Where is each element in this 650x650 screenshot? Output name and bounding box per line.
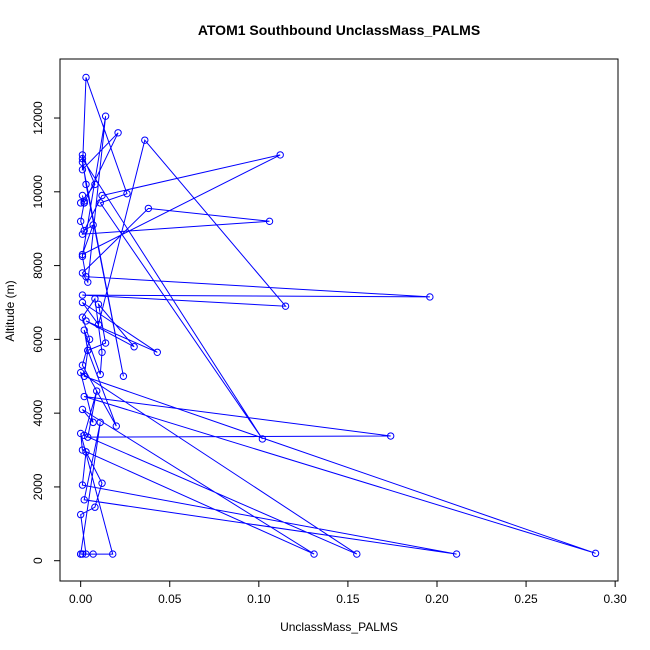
data-point: [101, 112, 110, 120]
data-point: [91, 503, 99, 511]
data-point: [80, 372, 88, 380]
data-point: [153, 348, 161, 356]
data-point: [78, 154, 87, 163]
data-point: [89, 418, 97, 427]
data-point: [89, 221, 97, 229]
data-point: [94, 320, 103, 329]
data-point: [96, 418, 104, 427]
data-point: [591, 549, 600, 558]
x-axis: 0.00 0.05 0.10 0.15 0.20 0.25 0.30: [69, 580, 627, 606]
data-point: [78, 361, 87, 369]
x-tick-label: 0.20: [425, 592, 449, 606]
data-point: [78, 158, 87, 166]
data-point: [114, 129, 122, 137]
data-point: [452, 550, 461, 558]
data-point: [112, 422, 120, 430]
data-point: [76, 510, 85, 519]
data-point: [78, 298, 87, 307]
data-point: [82, 73, 90, 82]
y-axis: 0 2000 4000 6000 8000 10000 12000: [31, 101, 61, 564]
data-point: [78, 291, 87, 299]
data-point: [80, 431, 88, 439]
x-tick-label: 0.30: [603, 592, 627, 606]
data-point: [78, 230, 87, 238]
y-tick-label: 10000: [31, 175, 45, 209]
data-point: [82, 317, 90, 325]
y-tick-label: 12000: [31, 101, 45, 135]
chart-title: ATOM1 Southbound UnclassMass_PALMS: [198, 22, 480, 38]
data-point: [85, 335, 94, 344]
data-point: [78, 269, 87, 277]
data-point: [101, 339, 110, 347]
data-point: [78, 446, 87, 454]
data-point: [89, 550, 97, 558]
data-point: [84, 278, 92, 286]
data-point: [276, 151, 284, 159]
data-point: [80, 496, 88, 504]
data-point: [82, 180, 90, 189]
data-point: [84, 346, 92, 355]
data-point: [78, 250, 87, 259]
data-point: [76, 429, 85, 438]
data-point: [265, 217, 274, 226]
data-point: [80, 326, 88, 334]
series-layer: [76, 73, 600, 558]
data-point: [109, 550, 117, 558]
data-point: [310, 550, 318, 558]
data-point: [76, 199, 85, 207]
y-tick-label: 4000: [31, 399, 45, 426]
data-point: [386, 432, 395, 440]
data-point: [98, 479, 106, 487]
x-tick-label: 0.10: [247, 592, 271, 606]
data-point: [82, 448, 90, 456]
data-point: [119, 372, 128, 380]
x-tick-label: 0.05: [158, 592, 182, 606]
data-point: [98, 191, 106, 200]
data-point: [78, 405, 87, 414]
data-point: [123, 189, 131, 198]
data-point: [91, 295, 99, 303]
data-point: [281, 302, 290, 310]
data-point: [353, 550, 361, 558]
x-tick-label: 0.25: [514, 592, 538, 606]
data-point: [80, 226, 88, 235]
data-point: [80, 392, 88, 401]
y-tick-label: 0: [31, 557, 45, 564]
data-point: [78, 165, 87, 174]
y-axis-label: Altitude (m): [3, 280, 17, 341]
y-tick-label: 2000: [31, 473, 45, 500]
data-point: [78, 151, 87, 159]
data-point: [82, 550, 90, 558]
y-tick-label: 6000: [31, 326, 45, 353]
data-point: [98, 348, 106, 356]
data-point: [96, 370, 104, 379]
data-point: [130, 343, 138, 351]
data-point: [84, 433, 92, 441]
data-point: [141, 136, 149, 144]
data-point: [93, 387, 101, 395]
data-point: [78, 481, 87, 489]
data-point: [76, 217, 85, 226]
data-point: [144, 204, 153, 213]
x-axis-label: UnclassMass_PALMS: [280, 620, 398, 634]
data-point: [426, 293, 434, 301]
data-point: [91, 180, 99, 189]
y-tick-label: 8000: [31, 252, 45, 279]
data-point: [76, 550, 85, 558]
data-point: [80, 197, 88, 205]
data-point: [258, 435, 267, 443]
series-line: [79, 77, 596, 555]
data-point: [96, 199, 104, 207]
data-point: [94, 300, 103, 309]
x-tick-label: 0.00: [69, 592, 93, 606]
x-tick-label: 0.15: [336, 592, 360, 606]
